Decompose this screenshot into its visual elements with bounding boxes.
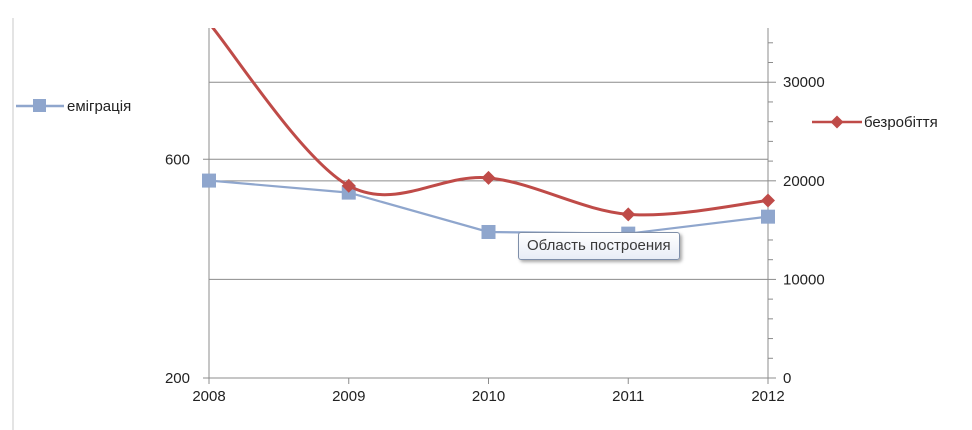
y-right-tick-label: 30000 xyxy=(783,74,825,91)
data-point-emigration-2010[interactable] xyxy=(481,224,496,239)
series-line-1[interactable] xyxy=(209,23,769,217)
data-point-unemployment-2011[interactable] xyxy=(621,207,636,222)
x-tick-label: 2012 xyxy=(751,388,784,405)
axes xyxy=(203,28,776,384)
data-point-unemployment-2009[interactable] xyxy=(341,178,356,193)
legend-emigration-swatch-marker xyxy=(33,99,46,112)
legend-unemployment-label: безробіття xyxy=(864,114,938,131)
series-layer xyxy=(202,23,775,241)
x-tick-label: 2010 xyxy=(472,388,505,405)
data-point-emigration-2008[interactable] xyxy=(202,173,216,188)
y-right-tick-label: 0 xyxy=(783,370,791,387)
data-point-unemployment-2010[interactable] xyxy=(481,170,496,185)
legend-unemployment[interactable]: безробіття xyxy=(812,114,938,131)
legend-emigration[interactable]: еміграція xyxy=(16,98,131,115)
plot-area-tooltip: Область построения xyxy=(518,232,680,260)
y-right-tick-label: 20000 xyxy=(783,173,825,190)
y-left-tick-label: 600 xyxy=(165,151,190,168)
x-tick-label: 2008 xyxy=(192,388,225,405)
legend-unemployment-swatch-marker xyxy=(830,115,844,129)
legend-emigration-label: еміграція xyxy=(67,98,131,115)
x-tick-label: 2009 xyxy=(332,388,365,405)
series-1 xyxy=(209,23,775,222)
y-left-tick-label: 200 xyxy=(165,370,190,387)
y-right-tick-label: 10000 xyxy=(783,271,825,288)
data-point-emigration-2012[interactable] xyxy=(761,209,775,224)
tick-labels: 2008 2009 2010 2011 2012 200 600 0 10000 20000 300… xyxy=(165,74,825,405)
data-point-unemployment-2012[interactable] xyxy=(761,193,775,208)
x-tick-label: 2011 xyxy=(612,388,644,405)
